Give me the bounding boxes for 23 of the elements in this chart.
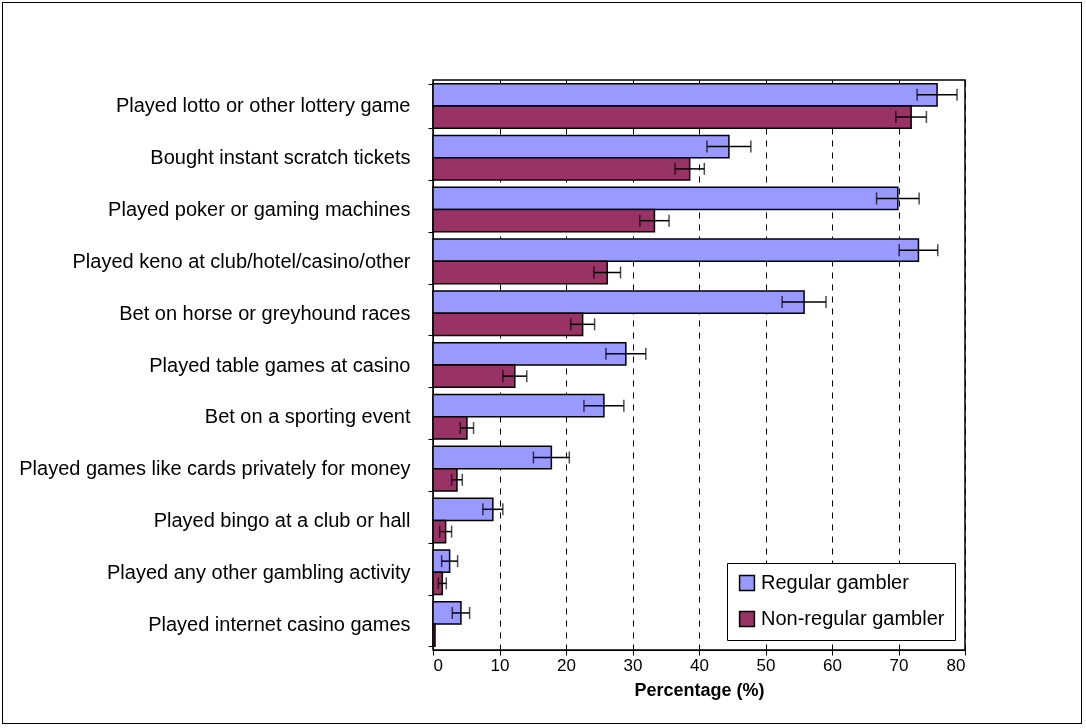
legend-label: Non-regular gambler — [761, 607, 945, 629]
x-tick-label: 10 — [490, 655, 510, 675]
y-tick-label: Played any other gambling activity — [107, 560, 411, 583]
y-tick-label: Played lotto or other lottery game — [115, 94, 411, 117]
y-tick-label: Bet on horse or greyhound races — [119, 301, 411, 324]
x-tick-label: 20 — [557, 655, 576, 675]
x-tick-label: 80 — [946, 655, 966, 675]
x-tick-label: 0 — [433, 655, 443, 675]
x-tick-label: 40 — [690, 655, 709, 675]
y-tick-label: Played games like cards privately for money — [19, 457, 411, 480]
x-tick-label: 60 — [823, 655, 842, 675]
legend-label: Regular gambler — [761, 571, 910, 593]
y-tick-label: Bet on a sporting event — [204, 405, 411, 428]
y-tick-label: Played table games at casino — [149, 353, 411, 376]
x-tick-label: 70 — [889, 655, 909, 675]
y-tick-label: Played internet casino games — [148, 612, 411, 635]
x-tick-label: 30 — [623, 655, 643, 675]
y-tick-label: Bought instant scratch tickets — [150, 146, 411, 169]
y-tick-label: Played keno at club/hotel/casino/other — [72, 249, 411, 272]
y-tick-label: Played poker or gaming machines — [108, 198, 411, 221]
x-axis-title: Percentage (%) — [634, 679, 765, 700]
x-tick-label: 50 — [756, 655, 776, 675]
y-tick-label: Played bingo at a club or hall — [153, 508, 411, 531]
